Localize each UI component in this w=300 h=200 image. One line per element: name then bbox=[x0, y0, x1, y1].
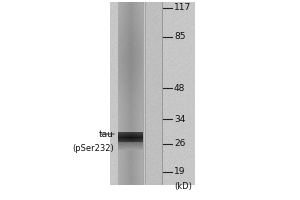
Text: 34: 34 bbox=[174, 115, 185, 124]
Text: (pSer232): (pSer232) bbox=[72, 144, 114, 153]
Text: tau: tau bbox=[99, 130, 114, 139]
Text: 48: 48 bbox=[174, 84, 185, 93]
Text: 19: 19 bbox=[174, 168, 185, 176]
Text: (kD): (kD) bbox=[174, 182, 192, 191]
Text: 26: 26 bbox=[174, 139, 185, 148]
Text: 85: 85 bbox=[174, 32, 185, 41]
Text: 117: 117 bbox=[174, 3, 191, 12]
